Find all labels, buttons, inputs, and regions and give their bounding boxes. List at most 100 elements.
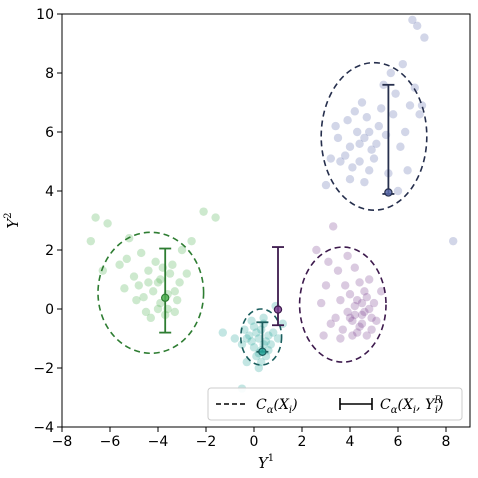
data-point-3-30 bbox=[367, 325, 376, 334]
data-point-2-24 bbox=[247, 316, 256, 325]
cluster-3 bbox=[312, 222, 386, 343]
data-point-1-14 bbox=[129, 272, 139, 281]
data-point-3-5 bbox=[360, 287, 369, 296]
data-point-1-24 bbox=[187, 236, 196, 246]
x-tick-label: −2 bbox=[196, 434, 217, 450]
legend-label-region-label-tail: ) bbox=[291, 397, 297, 413]
x-axis-label-main: Y bbox=[258, 454, 270, 472]
y-tick-label: 10 bbox=[36, 7, 54, 23]
data-point-4-38 bbox=[393, 186, 403, 196]
data-point-2-13 bbox=[242, 334, 251, 343]
data-point-4-43 bbox=[372, 139, 381, 148]
data-point-2-6 bbox=[264, 331, 273, 340]
data-point-4-1 bbox=[345, 142, 355, 151]
data-point-1-25 bbox=[199, 207, 208, 216]
data-point-4-36 bbox=[360, 177, 369, 187]
data-point-3-36 bbox=[362, 331, 371, 340]
data-point-1-18 bbox=[122, 254, 131, 264]
data-point-3-18 bbox=[372, 316, 381, 325]
data-point-3-31 bbox=[329, 222, 338, 231]
data-point-3-6 bbox=[355, 322, 364, 331]
error-bar-1 bbox=[159, 247, 172, 334]
data-point-4-19 bbox=[389, 110, 398, 119]
data-point-4-8 bbox=[343, 116, 352, 125]
data-point-1-30 bbox=[137, 248, 146, 258]
legend-box bbox=[207, 387, 463, 421]
data-point-4-22 bbox=[401, 127, 410, 137]
data-point-3-8 bbox=[350, 301, 359, 311]
data-point-1-19 bbox=[173, 295, 182, 305]
data-point-4-31 bbox=[417, 101, 427, 110]
data-point-3-2 bbox=[353, 295, 362, 305]
data-point-3-10 bbox=[357, 319, 367, 328]
data-point-4-6 bbox=[374, 121, 383, 131]
legend-label-errorbar-label-main: C bbox=[380, 397, 391, 413]
data-point-4-17 bbox=[369, 154, 379, 163]
x-axis-label-sup: 1 bbox=[268, 453, 274, 464]
y-tick-label: 2 bbox=[45, 243, 54, 259]
data-point-1-38 bbox=[98, 266, 108, 275]
data-point-2-15 bbox=[252, 352, 261, 361]
data-point-3-7 bbox=[367, 313, 376, 323]
data-point-4-24 bbox=[326, 154, 335, 163]
x-tick-label: 2 bbox=[298, 434, 307, 450]
data-point-4-25 bbox=[405, 101, 415, 110]
y-axis-label-sup: 2 bbox=[3, 212, 14, 218]
y-tick-label: 0 bbox=[45, 302, 54, 318]
data-point-4-32 bbox=[408, 15, 417, 25]
data-point-2-16 bbox=[269, 328, 278, 337]
data-point-4-27 bbox=[410, 83, 419, 92]
data-point-4-13 bbox=[365, 166, 374, 175]
data-point-3-11 bbox=[343, 307, 352, 317]
data-point-1-15 bbox=[151, 257, 160, 266]
data-point-1-35 bbox=[170, 307, 179, 317]
data-point-1-16 bbox=[168, 260, 177, 269]
data-point-2-10 bbox=[245, 331, 254, 340]
error-bar-2 bbox=[256, 321, 269, 356]
y-tick-label: 6 bbox=[45, 125, 54, 141]
data-point-2-21 bbox=[237, 340, 247, 349]
data-point-3-37 bbox=[336, 334, 345, 343]
data-point-4-29 bbox=[386, 68, 395, 78]
data-point-2-28 bbox=[254, 363, 263, 373]
data-point-4-28 bbox=[398, 59, 407, 69]
cluster-1 bbox=[86, 207, 220, 323]
data-point-3-15 bbox=[360, 307, 369, 317]
x-tick-label: −6 bbox=[100, 434, 121, 450]
error-bar-3 bbox=[272, 246, 284, 327]
data-point-4-35 bbox=[331, 121, 340, 131]
data-point-2-31 bbox=[230, 334, 239, 343]
y-tick-label: 8 bbox=[45, 66, 54, 82]
data-point-2-7 bbox=[249, 343, 259, 352]
data-point-1-5 bbox=[139, 293, 148, 302]
plot-frame bbox=[61, 13, 471, 428]
data-point-4-12 bbox=[336, 157, 345, 166]
data-point-2-19 bbox=[249, 322, 259, 331]
data-point-1-13 bbox=[175, 278, 184, 287]
y-tick-label: 4 bbox=[45, 184, 54, 200]
data-point-2-3 bbox=[252, 328, 261, 337]
data-point-1-27 bbox=[86, 236, 96, 246]
y-tick-label: −4 bbox=[33, 420, 54, 436]
data-point-3-24 bbox=[365, 275, 374, 284]
error-bar-marker bbox=[160, 293, 170, 302]
data-point-4-11 bbox=[348, 163, 357, 172]
data-point-3-28 bbox=[350, 263, 359, 272]
data-point-1-29 bbox=[177, 245, 187, 255]
data-point-1-31 bbox=[182, 269, 191, 278]
data-point-4-7 bbox=[355, 157, 364, 166]
x-tick-label: −4 bbox=[148, 434, 169, 450]
data-point-3-4 bbox=[348, 316, 357, 325]
legend-label-region-label-args: (X bbox=[273, 397, 289, 413]
error-bar-4 bbox=[382, 83, 395, 197]
data-point-1-21 bbox=[103, 219, 112, 228]
data-point-1-9 bbox=[134, 281, 143, 290]
data-point-3-9 bbox=[362, 293, 371, 302]
data-point-1-26 bbox=[211, 213, 220, 222]
y-tick-label: −2 bbox=[33, 361, 54, 377]
legend-label-errorbar-label-tail: ) bbox=[437, 397, 443, 413]
data-point-1-36 bbox=[156, 275, 165, 284]
data-point-3-33 bbox=[355, 278, 364, 287]
